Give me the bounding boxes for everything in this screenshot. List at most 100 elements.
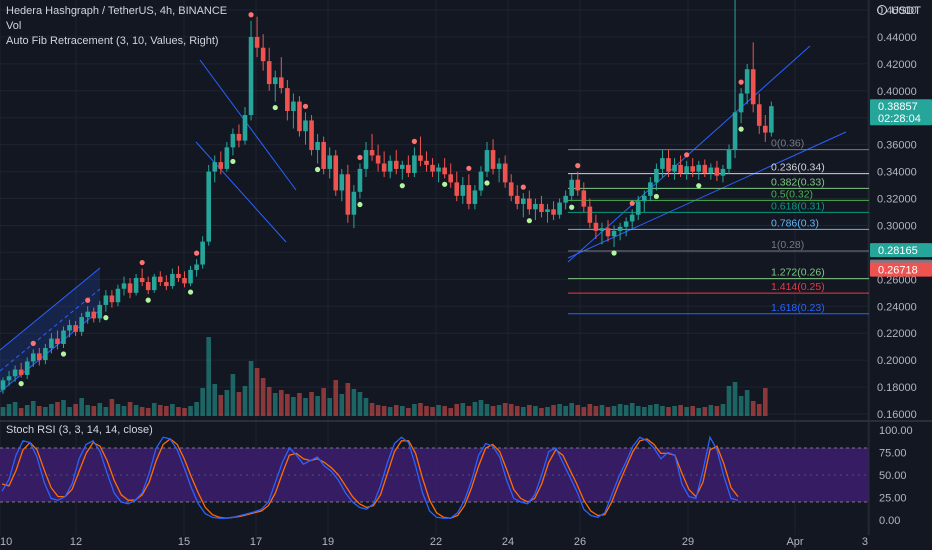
- candle-body: [430, 164, 435, 172]
- candle: [593, 214, 599, 239]
- candle: [623, 217, 629, 237]
- signal-dot: [85, 297, 91, 303]
- candle-body: [738, 93, 744, 113]
- stoch-rsi-legend[interactable]: Stoch RSI (3, 3, 14, 14, close): [6, 424, 153, 436]
- candle-body: [490, 150, 496, 169]
- volume-bar: [587, 404, 593, 416]
- signal-dot: [520, 184, 526, 190]
- candle: [521, 193, 526, 218]
- candle-body: [605, 228, 611, 237]
- candle: [690, 158, 695, 177]
- candle: [617, 222, 623, 241]
- candle: [73, 321, 78, 336]
- fib-level-label: 0.5(0.32): [771, 188, 813, 200]
- candle: [103, 290, 109, 312]
- volume-bar: [533, 406, 538, 416]
- candle: [599, 222, 605, 245]
- symbol-title[interactable]: Hedera Hashgraph / TetherUS, 4h, BINANCE: [6, 5, 228, 17]
- volume-bar: [406, 408, 411, 416]
- volume-bar: [333, 380, 339, 416]
- currency-button[interactable]: USDT: [876, 4, 928, 18]
- stoch-tick: 100.00: [879, 425, 913, 437]
- price-axis[interactable]: 0.460000.440000.420000.400000.380000.360…: [877, 5, 917, 421]
- volume-bar: [206, 337, 211, 416]
- volume-bar: [726, 386, 732, 416]
- candle: [230, 128, 236, 156]
- candle: [339, 168, 345, 202]
- candle: [502, 155, 508, 188]
- candle: [91, 307, 97, 323]
- volume-bar: [55, 402, 60, 416]
- candle: [164, 275, 169, 291]
- candle-body: [0, 380, 6, 390]
- fib-level-label: 0.382(0.33): [771, 176, 825, 188]
- candle-body: [121, 283, 127, 289]
- fib-level-label: 0.236(0.34): [771, 162, 825, 174]
- candle: [563, 190, 568, 210]
- volume-bar: [448, 408, 453, 416]
- volume-bar: [151, 403, 157, 416]
- candle: [37, 348, 42, 366]
- volume-bar: [496, 405, 502, 416]
- signal-dot: [738, 126, 744, 132]
- candle: [412, 147, 417, 177]
- fib-levels[interactable]: 0(0.36)0.236(0.34)0.382(0.33)0.5(0.32)0.…: [568, 138, 869, 315]
- candle: [236, 124, 242, 148]
- candle-body: [393, 160, 399, 169]
- candle-body: [357, 168, 363, 192]
- volume-bar: [720, 404, 726, 416]
- volume-bar: [400, 406, 405, 416]
- candle: [345, 164, 351, 223]
- volume-bar: [188, 406, 193, 416]
- volume-bar: [539, 408, 544, 416]
- candle: [151, 273, 157, 293]
- volume-bar: [708, 405, 714, 416]
- candle: [442, 158, 447, 179]
- volume-legend[interactable]: Vol: [6, 20, 22, 32]
- candle: [212, 155, 218, 183]
- time-axis[interactable]: 10 12 15 17 19 22 24 26 29 Apr 3: [0, 536, 868, 548]
- candle: [508, 174, 514, 202]
- signal-dot: [653, 193, 660, 200]
- channel-upper-line: [0, 267, 101, 351]
- candle-body: [720, 168, 726, 176]
- candle-body: [24, 361, 30, 375]
- signal-dot: [611, 250, 617, 256]
- candle-body: [726, 150, 732, 169]
- candle-body: [714, 167, 720, 176]
- time-tick: 17: [250, 536, 262, 548]
- candle-body: [145, 282, 151, 291]
- candle: [769, 101, 774, 137]
- volume-bar: [714, 406, 720, 416]
- candle-body: [496, 163, 502, 169]
- candle-body: [460, 185, 466, 196]
- volume-bar: [37, 406, 42, 416]
- candle-body: [351, 191, 357, 215]
- candle-body: [333, 155, 339, 191]
- candle: [297, 96, 302, 137]
- candle: [55, 330, 60, 350]
- candle-body: [400, 164, 405, 169]
- candle-body: [593, 222, 599, 231]
- downtrend-line-lower[interactable]: [195, 141, 287, 243]
- volume-bar: [442, 406, 447, 416]
- downtrend-line-upper[interactable]: [199, 59, 297, 191]
- signal-dot: [399, 183, 405, 189]
- volume-bar: [527, 405, 532, 416]
- candle: [720, 164, 726, 183]
- candle-body: [55, 338, 60, 344]
- candle-body: [218, 162, 224, 169]
- candle: [67, 319, 72, 338]
- volume-bar: [248, 361, 254, 416]
- fib-legend[interactable]: Auto Fib Retracement (3, 10, Values, Rig…: [6, 35, 219, 47]
- candle: [696, 160, 702, 180]
- volume-bar: [696, 408, 702, 416]
- volume-bar: [569, 403, 574, 416]
- candle: [430, 158, 435, 177]
- candle: [569, 174, 574, 202]
- candle: [744, 63, 750, 105]
- volume-bar: [6, 404, 12, 416]
- candle-body: [418, 155, 423, 161]
- volume-bar: [418, 403, 423, 416]
